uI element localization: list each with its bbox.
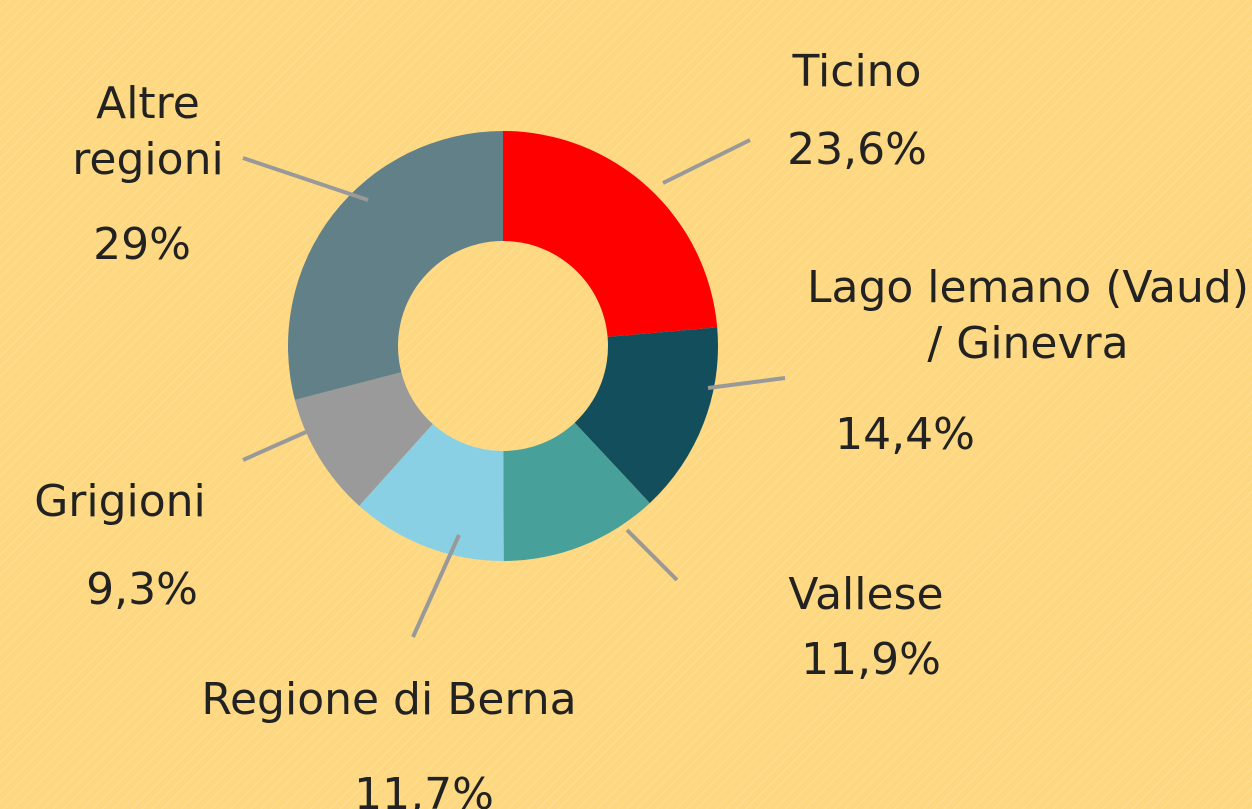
donut-slice (288, 130, 503, 400)
leader-line (625, 528, 679, 582)
leader-line (242, 156, 369, 202)
slice-label: Lago lemano (Vaud) / Ginevra (806, 262, 1250, 369)
slice-label: Regione di Berna (201, 674, 577, 725)
leader-line (411, 534, 461, 638)
value-label: 11,7% (354, 769, 494, 809)
slice-label: Vallese (788, 569, 944, 620)
donut-slice (359, 424, 504, 561)
leader-line (242, 430, 307, 462)
leader-line (707, 376, 786, 390)
value-label: 23,6% (787, 124, 927, 175)
slice-label: Ticino (792, 46, 922, 97)
slice-label: Grigioni (34, 476, 206, 527)
leader-line (662, 138, 751, 185)
donut-slice (574, 327, 718, 504)
value-label: 29% (93, 219, 191, 270)
value-label: 14,4% (835, 409, 975, 460)
slice-label: Altre regioni (72, 78, 224, 185)
donut-slice (503, 422, 650, 561)
donut-slice (294, 372, 433, 506)
donut-slice (503, 131, 718, 337)
value-label: 11,9% (801, 634, 941, 685)
value-label: 9,3% (86, 564, 198, 615)
